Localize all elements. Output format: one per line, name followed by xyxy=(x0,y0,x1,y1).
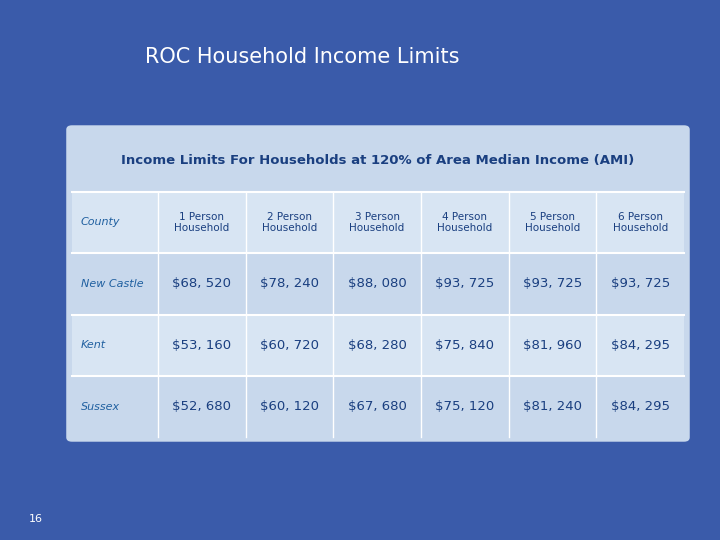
Text: County: County xyxy=(81,218,120,227)
Text: $53, 160: $53, 160 xyxy=(172,339,231,352)
Text: 6 Person
Household: 6 Person Household xyxy=(613,212,667,233)
Text: $75, 840: $75, 840 xyxy=(436,339,494,352)
Text: $93, 725: $93, 725 xyxy=(435,278,495,291)
Text: $84, 295: $84, 295 xyxy=(611,339,670,352)
Text: Income Limits For Households at 120% of Area Median Income (AMI): Income Limits For Households at 120% of … xyxy=(122,154,634,167)
Text: $68, 520: $68, 520 xyxy=(172,278,231,291)
Text: $60, 720: $60, 720 xyxy=(260,339,319,352)
Text: $93, 725: $93, 725 xyxy=(523,278,582,291)
Text: 4 Person
Household: 4 Person Household xyxy=(437,212,492,233)
Text: New Castle: New Castle xyxy=(81,279,143,289)
Text: 2 Person
Household: 2 Person Household xyxy=(262,212,317,233)
Text: $67, 680: $67, 680 xyxy=(348,400,407,413)
Text: $81, 240: $81, 240 xyxy=(523,400,582,413)
Text: 16: 16 xyxy=(29,514,42,524)
Text: $84, 295: $84, 295 xyxy=(611,400,670,413)
Text: 5 Person
Household: 5 Person Household xyxy=(525,212,580,233)
Text: $78, 240: $78, 240 xyxy=(260,278,319,291)
Text: Sussex: Sussex xyxy=(81,402,120,411)
Text: $68, 280: $68, 280 xyxy=(348,339,407,352)
Text: 3 Person
Household: 3 Person Household xyxy=(349,212,405,233)
Text: $81, 960: $81, 960 xyxy=(523,339,582,352)
Text: $75, 120: $75, 120 xyxy=(435,400,495,413)
Text: ROC Household Income Limits: ROC Household Income Limits xyxy=(145,46,459,67)
Text: Kent: Kent xyxy=(81,340,106,350)
Text: 1 Person
Household: 1 Person Household xyxy=(174,212,230,233)
Text: $93, 725: $93, 725 xyxy=(611,278,670,291)
Text: $60, 120: $60, 120 xyxy=(260,400,319,413)
Text: $52, 680: $52, 680 xyxy=(172,400,231,413)
Text: $88, 080: $88, 080 xyxy=(348,278,407,291)
